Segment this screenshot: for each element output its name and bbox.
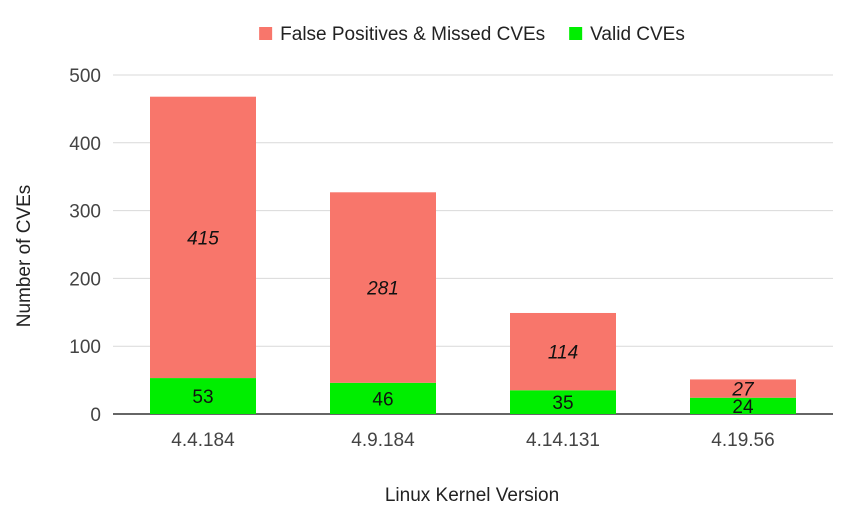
legend-label: False Positives & Missed CVEs [280,24,545,45]
data-label-valid: 24 [732,397,754,418]
bar-false-positive [510,312,616,391]
legend: False Positives & Missed CVEs Valid CVEs [259,24,685,45]
x-tick-label: 4.9.184 [351,430,415,451]
y-tick-label: 400 [69,134,101,155]
x-tick-label: 4.14.131 [526,430,600,451]
y-tick-label: 0 [90,405,101,426]
data-label-false-positive: 114 [548,343,578,364]
y-tick-label: 300 [69,202,101,223]
data-label-valid: 46 [372,389,393,410]
bar-false-positive [330,192,436,383]
y-tick-label: 100 [69,337,101,358]
x-tick-label: 4.19.56 [711,430,774,451]
data-label-false-positive: 281 [366,279,399,300]
legend-swatch [569,27,583,40]
data-label-valid: 53 [192,387,213,408]
bar-valid [330,382,436,414]
bar-valid [150,378,256,414]
bars [150,96,796,414]
legend-label: Valid CVEs [590,24,685,45]
bar-valid [510,390,616,414]
legend-swatch [259,27,273,40]
y-axis-title: Number of CVEs [14,185,35,328]
data-label-false-positive: 415 [187,228,219,249]
data-label-false-positive: 27 [731,380,755,401]
bar-valid [690,397,796,414]
data-label-valid: 35 [552,393,573,414]
x-tick-label: 4.4.184 [171,430,235,451]
y-axis-ticks: 0 100 200 300 400 500 [69,66,101,426]
bar-false-positive [150,96,256,379]
y-tick-label: 200 [69,269,101,290]
x-axis-ticks: 4.4.184 4.9.184 4.14.131 4.19.56 [171,430,774,451]
bar-false-positive [690,379,796,398]
y-tick-label: 500 [69,66,101,87]
x-axis-title: Linux Kernel Version [385,485,559,506]
